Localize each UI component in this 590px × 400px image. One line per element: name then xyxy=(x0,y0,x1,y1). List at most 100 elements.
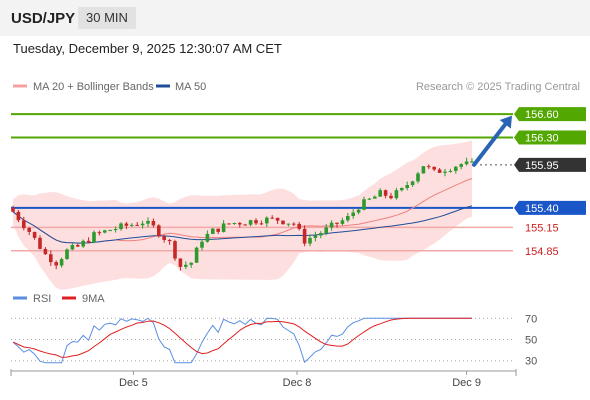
candle-body xyxy=(259,223,264,225)
candle-body xyxy=(432,166,436,170)
rsi-ma-line xyxy=(12,317,472,358)
bollinger-bands xyxy=(13,140,472,290)
candle-body xyxy=(70,245,75,250)
candle-body xyxy=(108,230,112,232)
candle-body xyxy=(400,188,404,191)
candle-body xyxy=(243,224,247,226)
candle-body xyxy=(265,217,269,224)
level-label-155.15: 155.15 xyxy=(525,222,559,234)
x-tick-label: Dec 9 xyxy=(452,377,481,389)
symbol-title: USD/JPY xyxy=(11,10,76,27)
candle-body xyxy=(59,259,64,266)
price-tags: 156.60 156.30 155.40 155.15 154.85 155.95 xyxy=(514,107,586,258)
candle-body xyxy=(184,264,188,267)
candle-body xyxy=(97,232,102,234)
ma50-line xyxy=(12,205,473,244)
x-tick-label: Dec 5 xyxy=(119,377,148,389)
candle-body xyxy=(157,225,161,237)
candle-body xyxy=(205,233,210,242)
forecast-arrow-shaft xyxy=(472,122,508,167)
candle-body xyxy=(140,223,145,226)
candle-body xyxy=(86,240,91,243)
candle-body xyxy=(16,211,21,221)
bollinger-band-area xyxy=(13,140,472,290)
rsi-tick-50: 50 xyxy=(525,335,537,347)
candle-body xyxy=(65,249,69,260)
candle-body xyxy=(211,228,215,234)
candle-body xyxy=(346,216,350,221)
ma50-legend-label: MA 50 xyxy=(175,81,206,93)
candle-body xyxy=(38,237,42,249)
ma20-legend-label: MA 20 + Bollinger Bands xyxy=(33,81,154,93)
interval-button[interactable]: 30 MIN xyxy=(78,7,136,29)
level-155.40-tag-label: 155.40 xyxy=(525,203,559,215)
candle-body xyxy=(130,224,134,226)
candle-body xyxy=(297,223,301,229)
candle-body xyxy=(427,166,431,168)
rsi-tick-30: 30 xyxy=(525,356,537,368)
candle-body xyxy=(313,235,318,238)
x-axis: Dec 5 Dec 8 Dec 9 xyxy=(10,369,517,389)
candle-body xyxy=(362,199,366,210)
candle-body xyxy=(178,258,183,267)
candle-body xyxy=(11,207,15,212)
candle-body xyxy=(454,166,458,171)
candle-body xyxy=(308,237,312,244)
candle-body xyxy=(76,245,80,247)
candle-body xyxy=(248,220,253,225)
credit-text: Research © 2025 Trading Central xyxy=(416,81,580,93)
candle-body xyxy=(43,248,48,255)
level-156.30-tag-bg xyxy=(514,130,586,145)
candle-body xyxy=(351,212,355,217)
candle-body xyxy=(27,228,31,232)
candle-body xyxy=(54,262,58,266)
candle-body xyxy=(394,190,399,199)
candle-body xyxy=(221,223,226,232)
rsi-panel: 70 50 30 xyxy=(11,313,537,368)
candle-body xyxy=(335,222,339,224)
candle-body xyxy=(292,223,296,225)
candle-body xyxy=(329,222,334,228)
candle-body xyxy=(421,166,426,174)
candle-body xyxy=(216,228,220,232)
candle-body xyxy=(459,164,463,167)
candle-body xyxy=(416,173,420,182)
candle-body xyxy=(443,171,447,173)
candle-body xyxy=(119,223,123,230)
candle-body xyxy=(281,220,285,225)
forecast-arrow-head xyxy=(499,115,512,129)
candle-body xyxy=(373,196,377,199)
level-label-154.85: 154.85 xyxy=(525,246,559,258)
level-lines xyxy=(11,113,513,252)
candle-body xyxy=(146,220,150,224)
candle-body xyxy=(437,169,442,173)
candle-body xyxy=(173,241,177,259)
candle-body xyxy=(151,220,156,226)
chart-timestamp: Tuesday, December 9, 2025 12:30:07 AM CE… xyxy=(13,41,282,56)
rsi-ma-legend-label: 9MA xyxy=(82,293,105,305)
candle-body xyxy=(135,224,139,226)
candle-body xyxy=(49,254,53,263)
chart-header: USD/JPY 30 MIN xyxy=(0,0,590,36)
candle-body xyxy=(356,209,361,213)
current-price-tag-label: 155.95 xyxy=(525,160,559,172)
candle-body xyxy=(275,217,280,221)
candle-body xyxy=(324,227,328,234)
candlesticks xyxy=(11,157,474,271)
candle-body xyxy=(270,217,274,219)
candle-body xyxy=(319,233,323,236)
candle-body xyxy=(464,161,469,165)
candle-body xyxy=(103,230,107,233)
candle-body xyxy=(189,262,193,265)
candle-body xyxy=(227,223,231,225)
level-155.40-tag-bg xyxy=(514,200,586,215)
level-156.60-tag-label: 156.60 xyxy=(525,109,559,121)
rsi-legend: RSI 9MA xyxy=(13,293,105,305)
candle-body xyxy=(410,181,415,186)
candle-body xyxy=(367,198,372,200)
x-tick-label: Dec 8 xyxy=(283,377,312,389)
rsi-line xyxy=(12,317,472,364)
candle-body xyxy=(194,247,199,263)
candle-body xyxy=(200,241,204,248)
